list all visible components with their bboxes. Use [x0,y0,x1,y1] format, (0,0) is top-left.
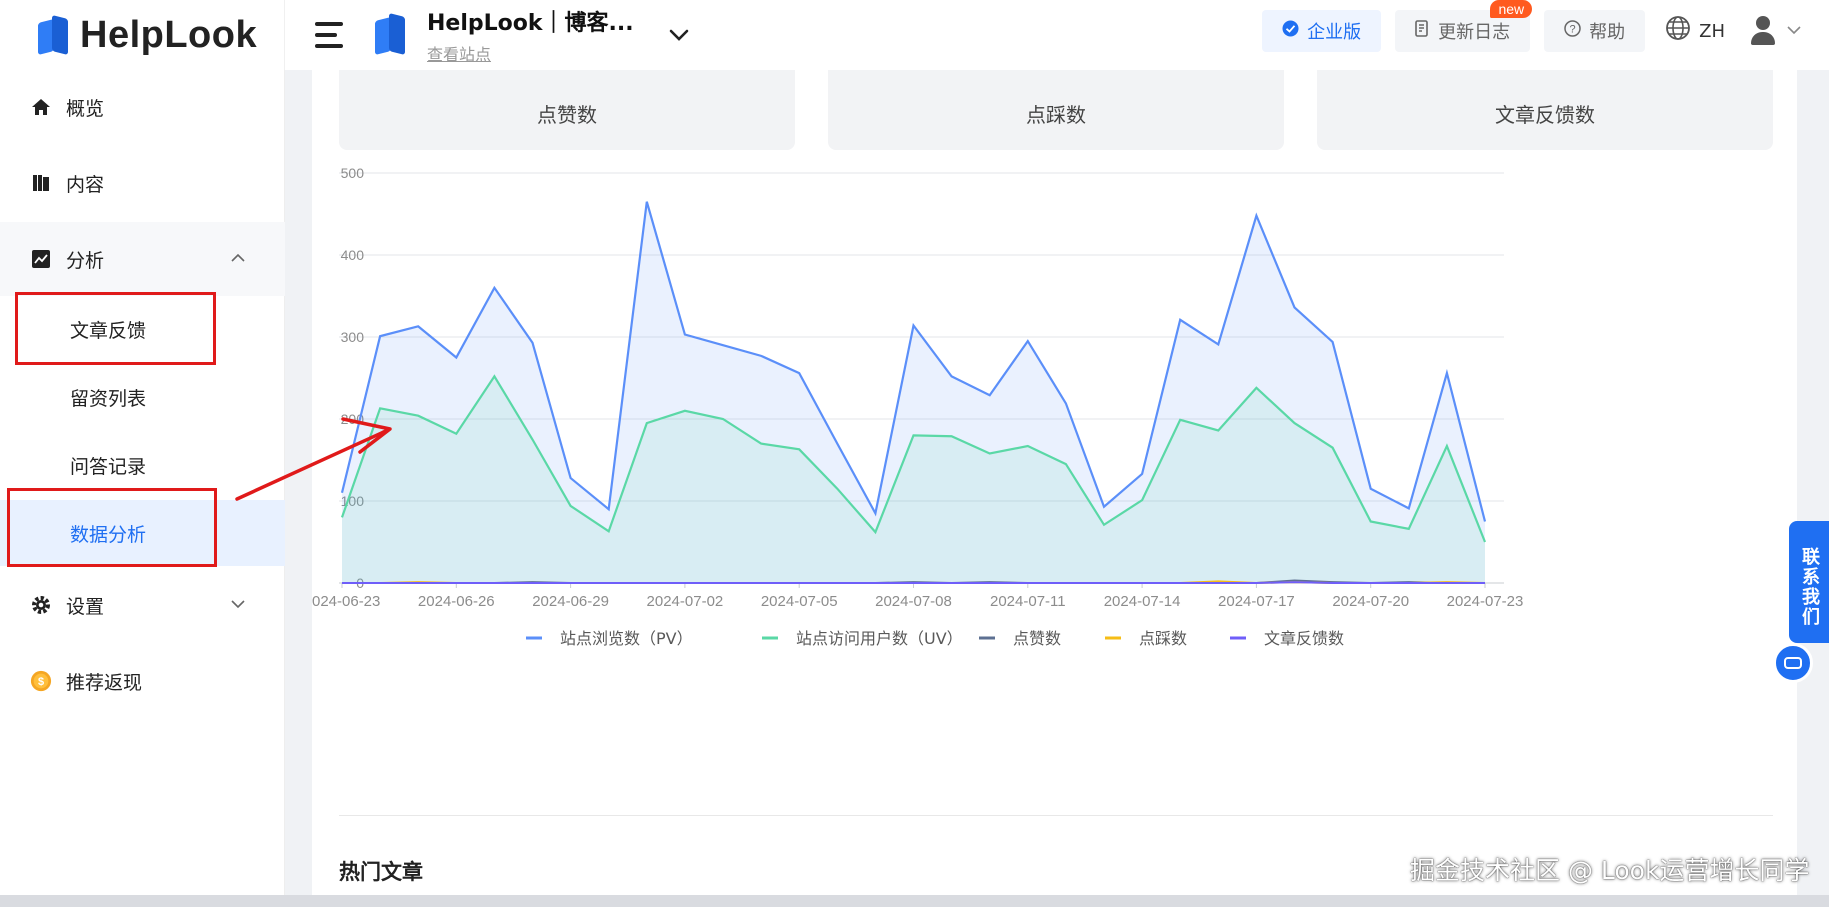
chevron-down-icon [231,598,245,613]
sidebar-item-referral[interactable]: $ 推荐返现 [0,644,285,718]
user-avatar-icon [1749,16,1777,46]
sidebar-item-label: 内容 [66,173,105,196]
coin-icon: $ [30,670,52,692]
sidebar-item-label: 推荐返现 [66,671,143,694]
legend-label: 点赞数 [1013,629,1061,648]
svg-text:$: $ [38,676,44,688]
traffic-chart: 01002003004005002024-06-232024-06-262024… [312,165,1524,648]
x-tick-label: 2024-07-08 [875,593,952,610]
help-label: 帮助 [1589,22,1626,43]
top-header: HelpLook HelpLook｜博客... 查看站点 企业版 更新日志 ne… [0,0,1829,70]
svg-text:?: ? [1570,24,1576,36]
check-circle-icon [1282,20,1299,42]
brand-logo[interactable]: HelpLook [0,0,285,70]
x-tick-label: 2024-07-14 [1104,593,1181,610]
x-tick-label: 2024-07-17 [1218,593,1295,610]
sidebar-item-label: 分析 [66,249,105,272]
stat-card-feedback: 文章反馈数 [1317,70,1773,150]
sidebar-item-settings[interactable]: 设置 [0,568,285,642]
x-tick-label: 2024-06-29 [532,593,609,610]
legend-label: 文章反馈数 [1264,629,1344,648]
user-menu[interactable] [1749,16,1801,46]
watermark: 掘金技术社区 @ Look运营增长同学 [1410,856,1810,885]
sidebar: 概览 内容 分析 文章反馈 留资列表 问答记录 数据分析 设置 $ 推荐返现 [0,70,285,907]
language-label: ZH [1699,20,1725,42]
series-area [342,376,1485,583]
legend-label: 站点访问用户数（UV） [796,629,963,648]
changelog-button[interactable]: 更新日志 new [1395,0,1533,52]
x-tick-label: 2024-06-23 [312,593,380,610]
line-chart-icon [30,248,52,270]
home-icon [30,96,52,118]
x-tick-label: 2024-07-05 [761,593,838,610]
language-switcher[interactable]: ZH [1665,15,1725,47]
series-line [340,374,1487,543]
header-actions: 企业版 更新日志 new ? 帮助 ZH [1262,0,1829,62]
chevron-down-icon[interactable] [668,24,690,46]
sidebar-subitem-qa-records[interactable]: 问答记录 [70,455,147,478]
question-circle-icon: ? [1564,20,1581,42]
document-edit-icon [1415,20,1430,42]
book-icon [30,172,52,194]
x-tick-label: 2024-07-11 [990,593,1066,610]
enterprise-button[interactable]: 企业版 [1262,10,1382,52]
main-content: 点赞数 点踩数 文章反馈数 01002003004005002024-06-23… [312,70,1797,907]
site-switcher[interactable]: HelpLook｜博客... 查看站点 [427,5,634,65]
x-tick-label: 2024-07-23 [1447,593,1524,610]
logo-text: HelpLook [80,13,258,56]
sidebar-subitem-data-analysis[interactable]: 数据分析 [0,500,285,566]
chevron-down-icon [1787,23,1801,39]
gear-icon [30,594,52,616]
series-line [342,581,1485,584]
changelog-label: 更新日志 [1438,22,1511,43]
menu-toggle-button[interactable] [315,22,343,48]
chevron-up-icon [231,252,245,267]
sidebar-item-analysis[interactable]: 分析 [0,222,285,296]
sidebar-subitem-lead-list[interactable]: 留资列表 [70,387,147,410]
hamburger-icon [315,22,343,26]
y-tick-label: 500 [341,165,365,181]
section-divider [339,815,1773,816]
series-area [342,201,1485,583]
enterprise-label: 企业版 [1307,22,1362,43]
sidebar-item-label: 概览 [66,97,105,120]
globe-icon [1665,15,1691,47]
x-tick-label: 2024-07-02 [647,593,724,610]
sidebar-subitem-article-feedback[interactable]: 文章反馈 [70,319,147,342]
y-tick-label: 300 [341,329,365,345]
series-line [340,201,1487,522]
contact-us-button[interactable]: 联系我们 [1789,521,1829,643]
x-tick-label: 2024-07-20 [1332,593,1409,610]
helplook-logo-icon [36,13,72,57]
legend-label: 站点浏览数（PV） [560,629,693,648]
site-name: HelpLook｜博客... [427,11,634,36]
sidebar-item-overview[interactable]: 概览 [0,70,285,144]
x-tick-label: 2024-06-26 [418,593,495,610]
hot-articles-title: 热门文章 [339,860,423,884]
chat-bubble-icon[interactable] [1773,643,1813,683]
sidebar-item-label: 设置 [66,595,105,618]
help-button[interactable]: ? 帮助 [1544,10,1646,52]
site-logo-icon [373,11,409,59]
contact-label: 联系我们 [1799,547,1820,627]
new-badge: new [1490,0,1533,18]
view-site-link[interactable]: 查看站点 [427,45,492,64]
legend-label: 点踩数 [1139,629,1187,648]
stat-card-likes: 点赞数 [339,70,795,150]
stat-card-dislikes: 点踩数 [828,70,1284,150]
sidebar-item-content[interactable]: 内容 [0,146,285,220]
y-tick-label: 400 [341,247,365,263]
